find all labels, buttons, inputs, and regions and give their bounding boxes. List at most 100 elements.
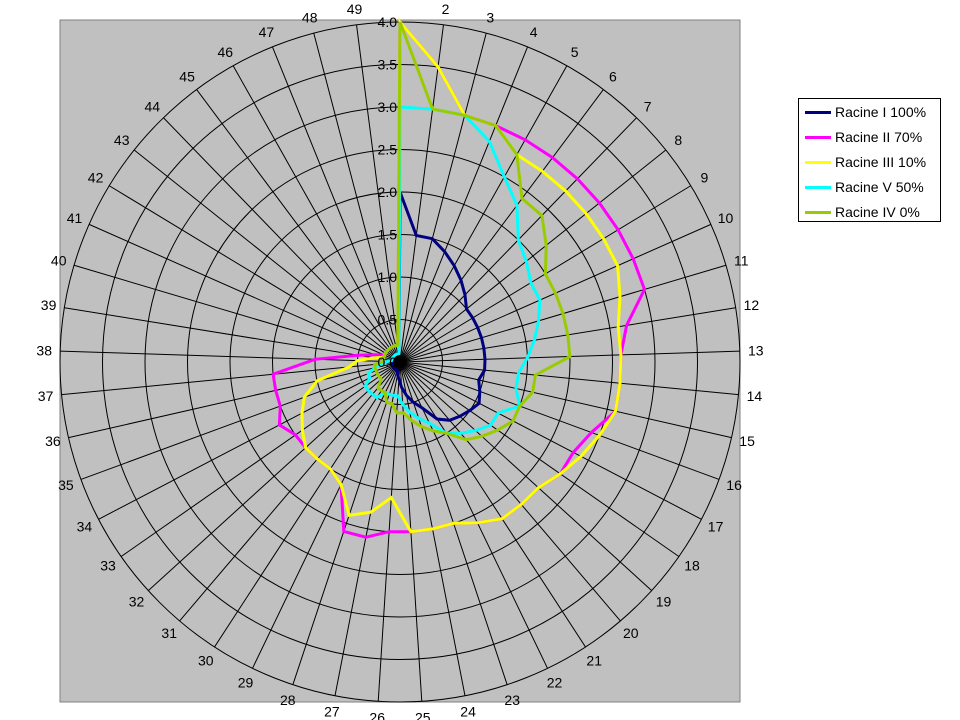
radial-tick-label: 0.0 [378, 354, 398, 370]
grid-spoke [179, 361, 401, 622]
category-label: 12 [744, 297, 760, 313]
category-label: 9 [701, 170, 709, 186]
category-label: 25 [415, 709, 431, 720]
grid-spoke [399, 361, 680, 557]
grid-spoke [399, 46, 529, 363]
grid-spoke [214, 361, 401, 648]
category-label: 13 [748, 343, 764, 359]
grid-spoke [399, 32, 487, 363]
category-label: 8 [674, 132, 682, 148]
category-label: 36 [45, 433, 61, 449]
grid-spoke [61, 361, 401, 396]
legend-item-racine-iii: Racine III 10% [805, 153, 926, 171]
category-label: 28 [280, 692, 296, 708]
category-label: 38 [36, 343, 52, 359]
grid-spoke [334, 361, 401, 696]
radar-grid [59, 21, 741, 703]
category-label: 11 [734, 253, 749, 269]
category-label: 5 [571, 44, 579, 60]
grid-spoke [292, 361, 401, 685]
category-label: 40 [51, 253, 67, 269]
category-label: 6 [609, 69, 617, 85]
category-label: 43 [114, 132, 130, 148]
category-label: 15 [739, 433, 755, 449]
legend: Racine I 100% Racine II 70% Racine III 1… [798, 98, 941, 222]
category-label: 27 [324, 703, 340, 719]
legend-label: Racine IV 0% [835, 204, 920, 220]
grid-spoke [399, 65, 568, 363]
category-label: 32 [129, 593, 145, 609]
radial-tick-labels: 0.0 0.5 1.0 1.5 2.0 2.5 3.0 3.5 4.0 [378, 14, 398, 370]
category-label: 48 [302, 10, 318, 26]
legend-label: Racine III 10% [835, 154, 927, 170]
grid-spoke [399, 89, 604, 363]
grid-spoke [399, 149, 667, 363]
category-label: 10 [718, 210, 734, 226]
radial-tick-label: 1.0 [378, 269, 398, 285]
radial-tick-label: 1.5 [378, 227, 398, 243]
category-label: 31 [161, 625, 177, 641]
grid-spoke [68, 361, 401, 439]
grid-spoke [147, 361, 401, 591]
category-label: 44 [145, 98, 161, 114]
grid-spoke [108, 185, 401, 363]
category-label: 37 [38, 388, 54, 404]
category-label: 16 [726, 477, 742, 493]
series-line-4 [363, 105, 542, 435]
category-label: 23 [504, 692, 520, 708]
category-label: 33 [100, 558, 116, 574]
category-label: 34 [77, 519, 93, 535]
legend-label: Racine V 50% [835, 179, 924, 195]
radial-tick-label: 3.0 [378, 99, 398, 115]
grid-spoke [399, 361, 720, 480]
category-label: 17 [708, 519, 724, 535]
category-label: 42 [88, 170, 104, 186]
grid-spoke [399, 24, 444, 363]
radial-tick-label: 2.0 [378, 184, 398, 200]
radial-tick-label: 2.5 [378, 142, 398, 158]
radial-tick-label: 3.5 [378, 57, 398, 73]
legend-item-racine-i: Racine I 100% [805, 103, 926, 121]
series-layer [271, 17, 647, 539]
legend-swatch [805, 135, 831, 139]
legend-label: Racine I 100% [835, 104, 927, 120]
grid-spoke [313, 32, 401, 363]
category-label: 47 [259, 24, 275, 40]
grid-spoke [271, 46, 401, 363]
category-label: 3 [486, 10, 494, 26]
category-label: 24 [460, 703, 476, 719]
legend-item-racine-v: Racine V 50% [805, 178, 924, 196]
grid-spoke [80, 361, 401, 480]
grid-spoke [252, 361, 401, 669]
legend-swatch [805, 185, 831, 189]
category-label: 7 [644, 98, 652, 114]
category-label: 49 [347, 1, 363, 17]
grid-spoke [196, 89, 401, 363]
grid-spoke [98, 361, 401, 520]
category-label: 41 [67, 210, 83, 226]
grid-spoke [120, 361, 401, 557]
legend-swatch [805, 110, 831, 114]
category-label: 29 [238, 675, 254, 691]
category-label: 35 [58, 477, 74, 493]
grid-spoke [73, 264, 401, 363]
legend-item-racine-iv: Racine IV 0% [805, 203, 920, 221]
category-label: 21 [586, 652, 602, 668]
category-label: 4 [530, 24, 538, 40]
legend-swatch [805, 160, 831, 164]
category-label: 2 [442, 1, 450, 17]
grid-spoke [399, 361, 548, 669]
category-label: 19 [656, 593, 672, 609]
category-label: 46 [218, 44, 234, 60]
grid-spoke [399, 361, 586, 648]
radial-tick-label: 0.5 [378, 312, 398, 328]
category-labels: 2345678910111213141516171819202122232425… [36, 1, 763, 720]
grid-spoke [88, 223, 401, 363]
legend-label: Racine II 70% [835, 129, 923, 145]
grid-spoke [356, 24, 401, 363]
category-label: 30 [198, 652, 214, 668]
category-label: 20 [623, 625, 639, 641]
grid-spoke [163, 117, 401, 363]
grid-spoke [232, 65, 401, 363]
